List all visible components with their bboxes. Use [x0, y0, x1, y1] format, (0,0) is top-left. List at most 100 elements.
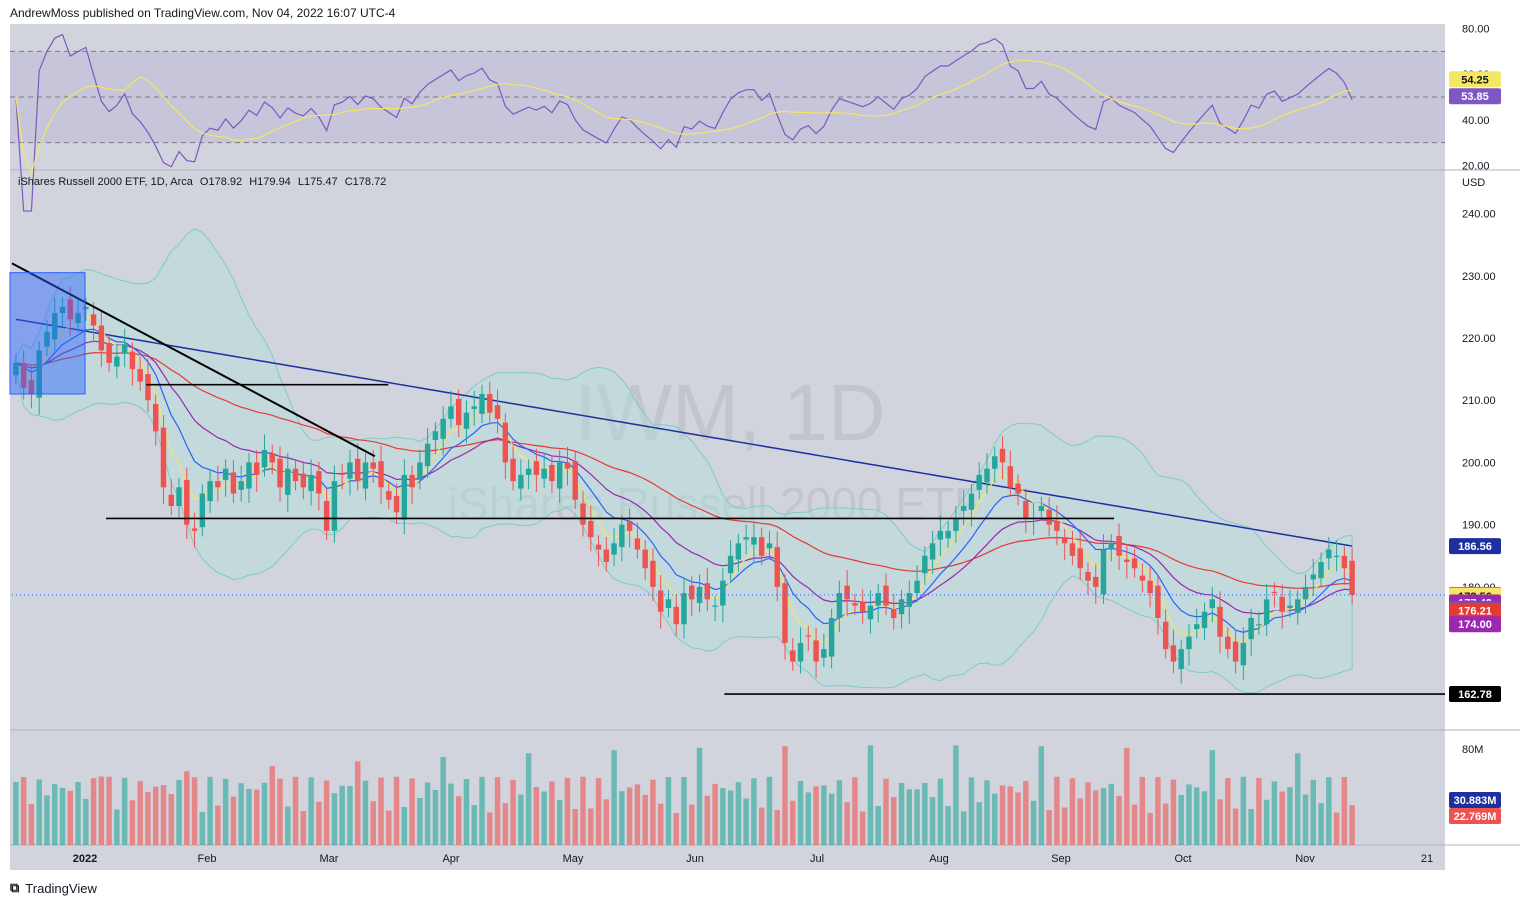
volume-bar — [1147, 812, 1153, 845]
ohlc-legend: iShares Russell 2000 ETF, 1D, Arca O178.… — [18, 176, 386, 188]
candle-body — [215, 481, 221, 488]
ema20-line — [15, 340, 1353, 615]
candle-body — [758, 537, 765, 556]
volume-bar — [619, 791, 625, 845]
candle-body — [1287, 605, 1293, 609]
volume-bar — [1256, 777, 1262, 845]
rsi-badge-bg — [1449, 88, 1501, 105]
volume-bar — [549, 781, 555, 845]
volume-bar — [261, 782, 268, 845]
candle-body — [424, 443, 431, 467]
volume-bar — [59, 787, 66, 845]
volume-bar — [626, 787, 633, 845]
volume-bar — [455, 796, 462, 845]
volume-bar — [657, 803, 664, 845]
rsi-indicator — [10, 33, 1445, 212]
volume-bar — [13, 782, 19, 845]
ma200-line — [15, 318, 1353, 547]
volume-bar — [316, 801, 322, 845]
volume-bar — [137, 781, 143, 845]
candle-body — [914, 580, 920, 594]
candle-body — [1349, 560, 1355, 595]
candle-body — [735, 543, 742, 560]
candle-body — [1271, 591, 1278, 594]
candle-body — [727, 555, 734, 574]
candle-body — [1279, 596, 1285, 612]
volume-badge-bg — [1449, 792, 1501, 808]
candle-body — [176, 487, 182, 506]
candle-body — [448, 406, 454, 419]
volume-bar — [875, 806, 881, 845]
time-tick-label: Jun — [686, 853, 704, 865]
price-tick-label: 200.00 — [1462, 457, 1496, 469]
volume-bar — [1248, 808, 1254, 845]
price-tick-label: 210.00 — [1462, 395, 1496, 407]
volume-bar — [502, 803, 509, 845]
candle-body — [657, 590, 664, 612]
candle-body — [160, 427, 167, 488]
candle-body — [106, 342, 112, 363]
legend-open-label: O — [199, 176, 209, 188]
volume-bar — [588, 808, 594, 845]
volume-bar — [510, 779, 516, 845]
volume-bar — [556, 799, 563, 845]
volume-bar — [727, 790, 734, 845]
volume-bar — [253, 789, 260, 845]
candle-body — [90, 314, 97, 326]
volume-bar — [999, 785, 1006, 845]
rsi-badge: 53.85 — [1461, 91, 1489, 103]
volume-bar — [36, 779, 42, 845]
volume-bar — [1271, 781, 1278, 845]
candle-body — [766, 543, 773, 549]
candle-body — [1093, 576, 1099, 587]
candle-body — [455, 398, 462, 426]
candle-body — [619, 524, 625, 548]
candle-body — [1194, 624, 1200, 630]
candle-body — [510, 458, 516, 482]
volume-bar — [98, 776, 105, 845]
candle-body — [821, 649, 827, 658]
candle-body — [1061, 538, 1068, 544]
volume-bar — [634, 784, 641, 845]
candle-body — [1023, 501, 1029, 519]
legend-close-label: C — [344, 176, 353, 188]
volume-bar — [976, 802, 982, 845]
candle-body — [564, 462, 571, 469]
candle-body — [13, 362, 19, 376]
candle-body — [976, 474, 982, 490]
volume-bar — [168, 794, 174, 845]
candle-body — [285, 468, 291, 495]
volume-bar — [331, 793, 338, 845]
candle-body — [1100, 549, 1107, 595]
volume-bar — [401, 807, 408, 845]
candle-body — [1295, 599, 1301, 614]
price-series — [9, 228, 1445, 695]
candle-body — [844, 585, 850, 600]
volume-bar — [790, 800, 796, 845]
time-tick-label: Feb — [198, 853, 217, 865]
candle-body — [1186, 636, 1192, 650]
volume-bar — [153, 786, 159, 845]
candle-body — [59, 306, 66, 314]
volume-bar — [595, 778, 602, 845]
candle-body — [1256, 624, 1262, 626]
candle-body — [696, 586, 703, 604]
volume-bar — [533, 787, 540, 845]
candle-body — [261, 450, 268, 468]
volume-tick-label: 80M — [1462, 744, 1483, 756]
volume-bar — [424, 782, 431, 845]
candle-body — [1209, 599, 1215, 609]
footer-branding[interactable]: ⧉ TradingView — [10, 880, 97, 896]
candle-body — [246, 462, 252, 489]
candle-body — [712, 605, 718, 607]
price-axis-background — [1445, 24, 1520, 870]
candle-body — [494, 405, 501, 419]
volume-bar — [300, 810, 307, 845]
candle-body — [774, 547, 780, 587]
volume-bar — [766, 776, 773, 845]
candle-body — [386, 491, 392, 500]
volume-bar — [1023, 780, 1029, 845]
candle-body — [339, 473, 345, 475]
volume-bar — [285, 806, 291, 845]
